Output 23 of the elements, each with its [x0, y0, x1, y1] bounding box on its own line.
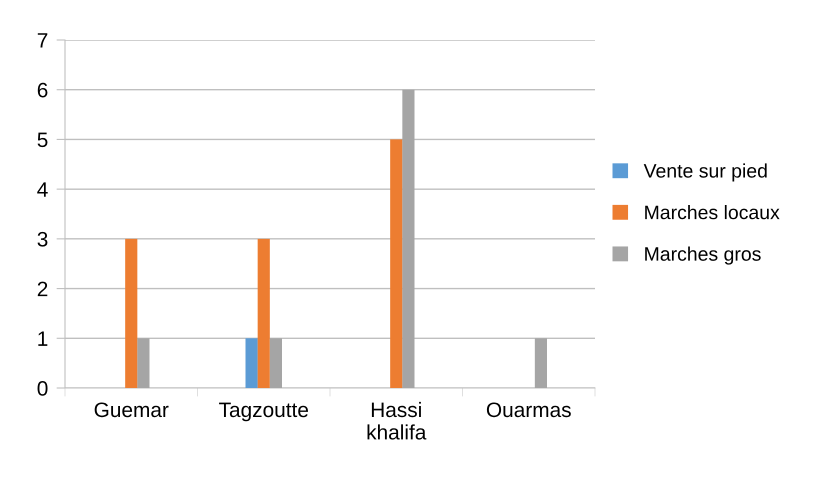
- y-tick-label: 5: [38, 132, 48, 148]
- y-tick-label: 1: [38, 332, 48, 346]
- bar: [258, 238, 270, 388]
- y-tick-label: 4: [37, 182, 48, 197]
- bar: [137, 338, 150, 388]
- y-tick-label: 2: [38, 282, 48, 296]
- x-tick-label: Hassi khalifa: [368, 402, 426, 440]
- y-tick-label: 7: [38, 33, 48, 48]
- legend-label: Vente sur pied: [644, 163, 767, 182]
- bar: [390, 139, 402, 388]
- bar: [125, 238, 138, 388]
- x-tick-label: Guemar: [94, 402, 169, 418]
- bar: [402, 90, 414, 388]
- y-tick-label: 6: [38, 82, 48, 98]
- legend-label: Marches gros: [645, 246, 761, 265]
- x-tick-label: Tagzoutte: [219, 402, 308, 422]
- y-tick-label: 0: [38, 381, 48, 396]
- bar: [534, 338, 547, 388]
- x-tick-label: Ouarmas: [486, 402, 571, 418]
- bar: [270, 338, 282, 388]
- legend-label: Marches locaux: [645, 204, 780, 220]
- y-tick-label: 3: [38, 232, 48, 247]
- bar: [246, 338, 258, 388]
